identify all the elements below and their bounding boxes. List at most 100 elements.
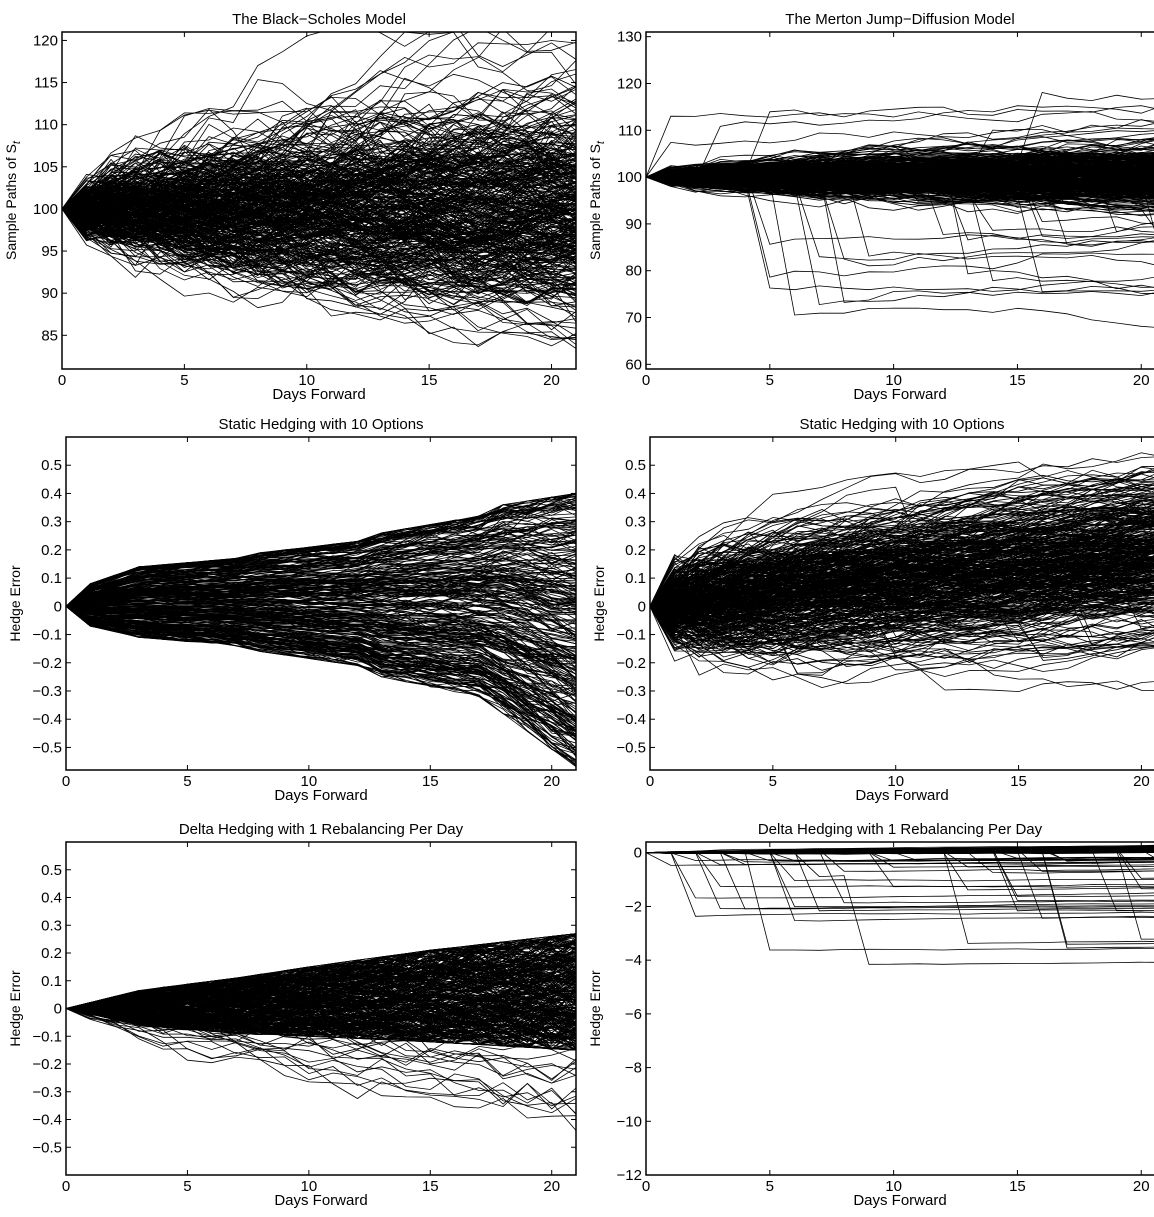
x-tick-label: 10 <box>885 372 902 389</box>
sample-path <box>66 577 576 607</box>
sample-path <box>66 556 576 607</box>
sample-path <box>66 957 576 1009</box>
sample-path <box>66 964 576 1009</box>
x-axis-label: Days Forward <box>855 787 948 804</box>
x-tick-label: 5 <box>183 773 191 790</box>
sample-path <box>650 522 1154 607</box>
sample-path <box>62 202 576 276</box>
y-tick-label: 0 <box>54 1001 62 1018</box>
sample-path <box>66 1008 576 1084</box>
sample-path <box>650 494 1154 607</box>
y-axis-label: Hedge Error <box>587 970 603 1047</box>
sample-paths <box>66 933 576 1131</box>
y-tick-label: 70 <box>625 310 642 327</box>
sample-path <box>66 575 576 607</box>
y-tick-label: −0.1 <box>616 627 646 644</box>
sample-path <box>62 87 576 222</box>
panel-3: 0 5 10 15 20 −0.5 −0.4 −0.3 −0.2 −0.1 0 0.1 0.2 0.3 0.… <box>7 416 577 804</box>
sample-path <box>66 519 576 607</box>
sample-path <box>62 208 576 240</box>
y-tick-label: 0.2 <box>625 542 646 559</box>
sample-path <box>646 172 1154 207</box>
y-tick-label: 90 <box>625 216 642 233</box>
sample-path <box>66 600 576 638</box>
sample-path <box>650 510 1154 616</box>
sample-path <box>650 587 1154 625</box>
x-tick-label: 15 <box>422 773 439 790</box>
x-tick-label: 5 <box>766 1178 774 1195</box>
sample-path <box>66 590 576 621</box>
sample-path <box>66 605 576 696</box>
sample-path <box>650 564 1154 640</box>
sample-path <box>646 847 1154 854</box>
sample-path <box>646 851 1154 899</box>
sample-path <box>650 507 1154 607</box>
y-tick-label: 0.5 <box>41 457 62 474</box>
sample-path <box>62 79 576 210</box>
panel-title: Static Hedging with 10 Options <box>799 416 1004 433</box>
y-tick-label: 110 <box>34 117 58 134</box>
sample-path <box>62 151 576 282</box>
y-axis-label: Sample Paths of St <box>3 140 23 260</box>
sample-path <box>66 934 576 1009</box>
sample-path <box>66 934 576 1009</box>
sample-path <box>650 512 1154 607</box>
sample-path <box>66 598 576 631</box>
sample-path <box>66 971 576 1009</box>
sample-path <box>66 563 576 607</box>
sample-path <box>650 589 1154 662</box>
sample-path <box>650 530 1154 607</box>
sample-path <box>66 522 576 607</box>
sample-path <box>650 552 1154 609</box>
y-axis-label-subscript: t <box>11 140 23 144</box>
sample-path <box>62 187 576 303</box>
sample-path <box>62 110 576 228</box>
sample-path <box>650 516 1154 607</box>
x-axis-label: Days Forward <box>274 787 367 804</box>
sample-path <box>646 850 1154 912</box>
sample-path <box>650 533 1154 609</box>
sample-path <box>650 605 1154 653</box>
sample-path <box>62 118 576 210</box>
sample-path <box>650 523 1154 607</box>
y-tick-label: 100 <box>617 169 642 186</box>
y-tick-label: 120 <box>617 75 642 92</box>
sample-path <box>66 1008 576 1080</box>
sample-path <box>66 605 576 703</box>
panel-1: 0 5 10 15 20 85 90 95 100 105 110 115 120 The Black−S… <box>3 11 577 403</box>
sample-path <box>66 605 576 728</box>
sample-path <box>646 138 1154 178</box>
sample-path <box>646 163 1154 178</box>
sample-path <box>66 950 576 1009</box>
sample-path <box>62 122 576 210</box>
x-tick-label: 15 <box>1009 372 1026 389</box>
sample-path <box>66 1008 576 1048</box>
sample-path <box>650 506 1154 607</box>
sample-path <box>650 602 1154 657</box>
y-tick-label: 0 <box>54 598 62 615</box>
y-axis-label: Hedge Error <box>7 970 23 1047</box>
sample-path <box>62 165 576 220</box>
sample-path <box>646 168 1154 196</box>
sample-path <box>646 849 1154 890</box>
sample-path <box>646 851 1154 910</box>
axes-box <box>65 436 577 771</box>
sample-path <box>66 605 576 679</box>
sample-path <box>62 156 576 263</box>
sample-path <box>66 605 576 660</box>
sample-path <box>62 151 576 228</box>
sample-paths <box>62 32 576 349</box>
sample-path <box>62 208 576 306</box>
sample-path <box>66 605 576 704</box>
y-tick-label: 110 <box>618 122 642 139</box>
x-tick-label: 20 <box>543 1178 560 1195</box>
sample-path <box>650 606 1154 672</box>
x-tick-label: 15 <box>1009 1178 1026 1195</box>
y-tick-label: −4 <box>625 952 642 969</box>
sample-path <box>650 474 1154 607</box>
sample-path <box>62 173 576 228</box>
sample-path <box>650 500 1154 607</box>
y-axis-label-subscript: t <box>595 140 607 144</box>
y-tick-label: 115 <box>34 75 58 92</box>
sample-path <box>646 176 1154 200</box>
